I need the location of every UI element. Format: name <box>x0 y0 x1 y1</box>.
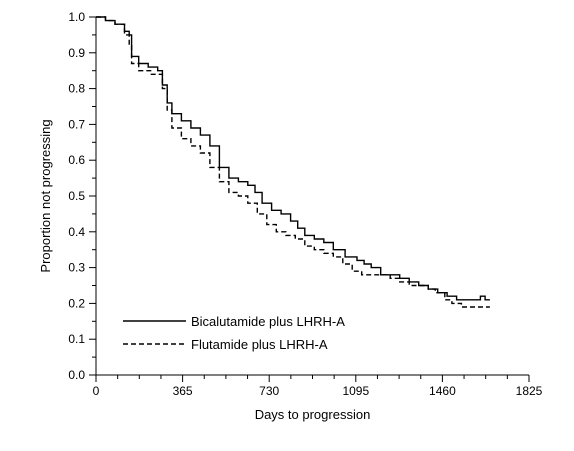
legend-label: Flutamide plus LHRH-A <box>191 337 328 352</box>
y-tick-label: 0.1 <box>68 332 85 346</box>
y-tick-label: 0.3 <box>68 261 85 275</box>
y-tick-label: 0.9 <box>68 46 85 60</box>
series-line-flutamide <box>96 16 490 308</box>
y-tick-label: 0.2 <box>68 296 85 310</box>
y-tick-label: 0.6 <box>68 153 85 167</box>
y-tick-label: 0.8 <box>68 82 85 96</box>
series-line-bicalutamide <box>96 16 490 301</box>
y-tick-label: 1.0 <box>68 10 85 24</box>
x-tick-label: 1825 <box>516 384 543 398</box>
x-tick-label: 365 <box>173 384 193 398</box>
axes: 0.0 0.1 0.2 0.3 0.4 0.5 0.6 0.7 0.8 0.9 1.0 0 365 730… <box>68 10 542 398</box>
y-tick-label: 0.7 <box>68 117 85 131</box>
legend: Bicalutamide plus LHRH-A Flutamide plus L… <box>123 314 345 352</box>
x-tick-label: 1095 <box>342 384 369 398</box>
y-axis-title: Proportion not progressing <box>38 119 53 272</box>
x-tick-label: 1460 <box>429 384 456 398</box>
y-tick-label: 0.0 <box>68 368 85 382</box>
x-axis-title: Days to progression <box>255 407 371 422</box>
y-tick-label: 0.5 <box>68 189 85 203</box>
legend-label: Bicalutamide plus LHRH-A <box>191 314 345 329</box>
x-tick-label: 0 <box>93 384 100 398</box>
series-layer <box>96 16 490 308</box>
y-tick-label: 0.4 <box>68 225 85 239</box>
x-tick-label: 730 <box>259 384 279 398</box>
